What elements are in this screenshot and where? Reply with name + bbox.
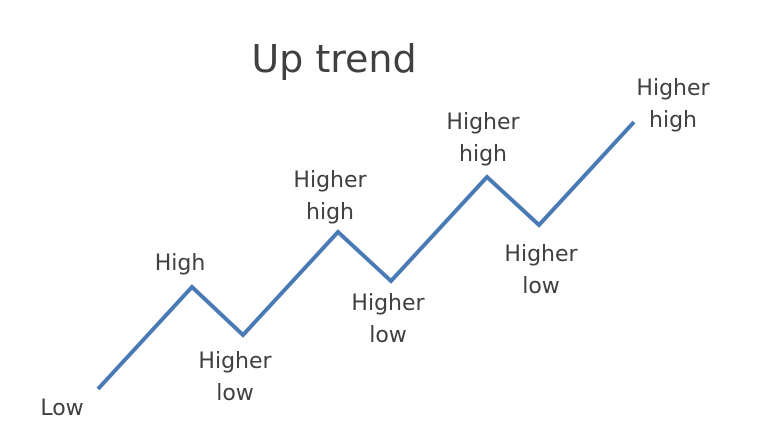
- label-low-7: Higher low: [504, 242, 578, 299]
- label-line: Higher: [351, 291, 425, 316]
- trend-line: [96, 120, 636, 391]
- label-line: Higher: [198, 349, 272, 374]
- label-low-3: Higher low: [198, 349, 272, 406]
- label-line: low: [522, 274, 560, 299]
- label-line: low: [216, 381, 254, 406]
- label-line: Higher: [636, 76, 710, 101]
- label-high-6: Higher high: [446, 110, 520, 167]
- label-low-1: Low: [40, 396, 83, 421]
- label-line: Higher: [293, 168, 367, 193]
- label-line: high: [649, 108, 697, 133]
- label-line: Low: [40, 396, 83, 421]
- diagram-title: Up trend: [251, 37, 416, 81]
- label-high-2: High: [155, 251, 206, 276]
- label-line: high: [459, 142, 507, 167]
- label-low-5: Higher low: [351, 291, 425, 348]
- label-high-4: Higher high: [293, 168, 367, 225]
- label-line: low: [369, 323, 407, 348]
- label-high-8: Higher high: [636, 76, 710, 133]
- label-line: High: [155, 251, 206, 276]
- label-line: high: [306, 200, 354, 225]
- label-line: Higher: [504, 242, 578, 267]
- label-line: Higher: [446, 110, 520, 135]
